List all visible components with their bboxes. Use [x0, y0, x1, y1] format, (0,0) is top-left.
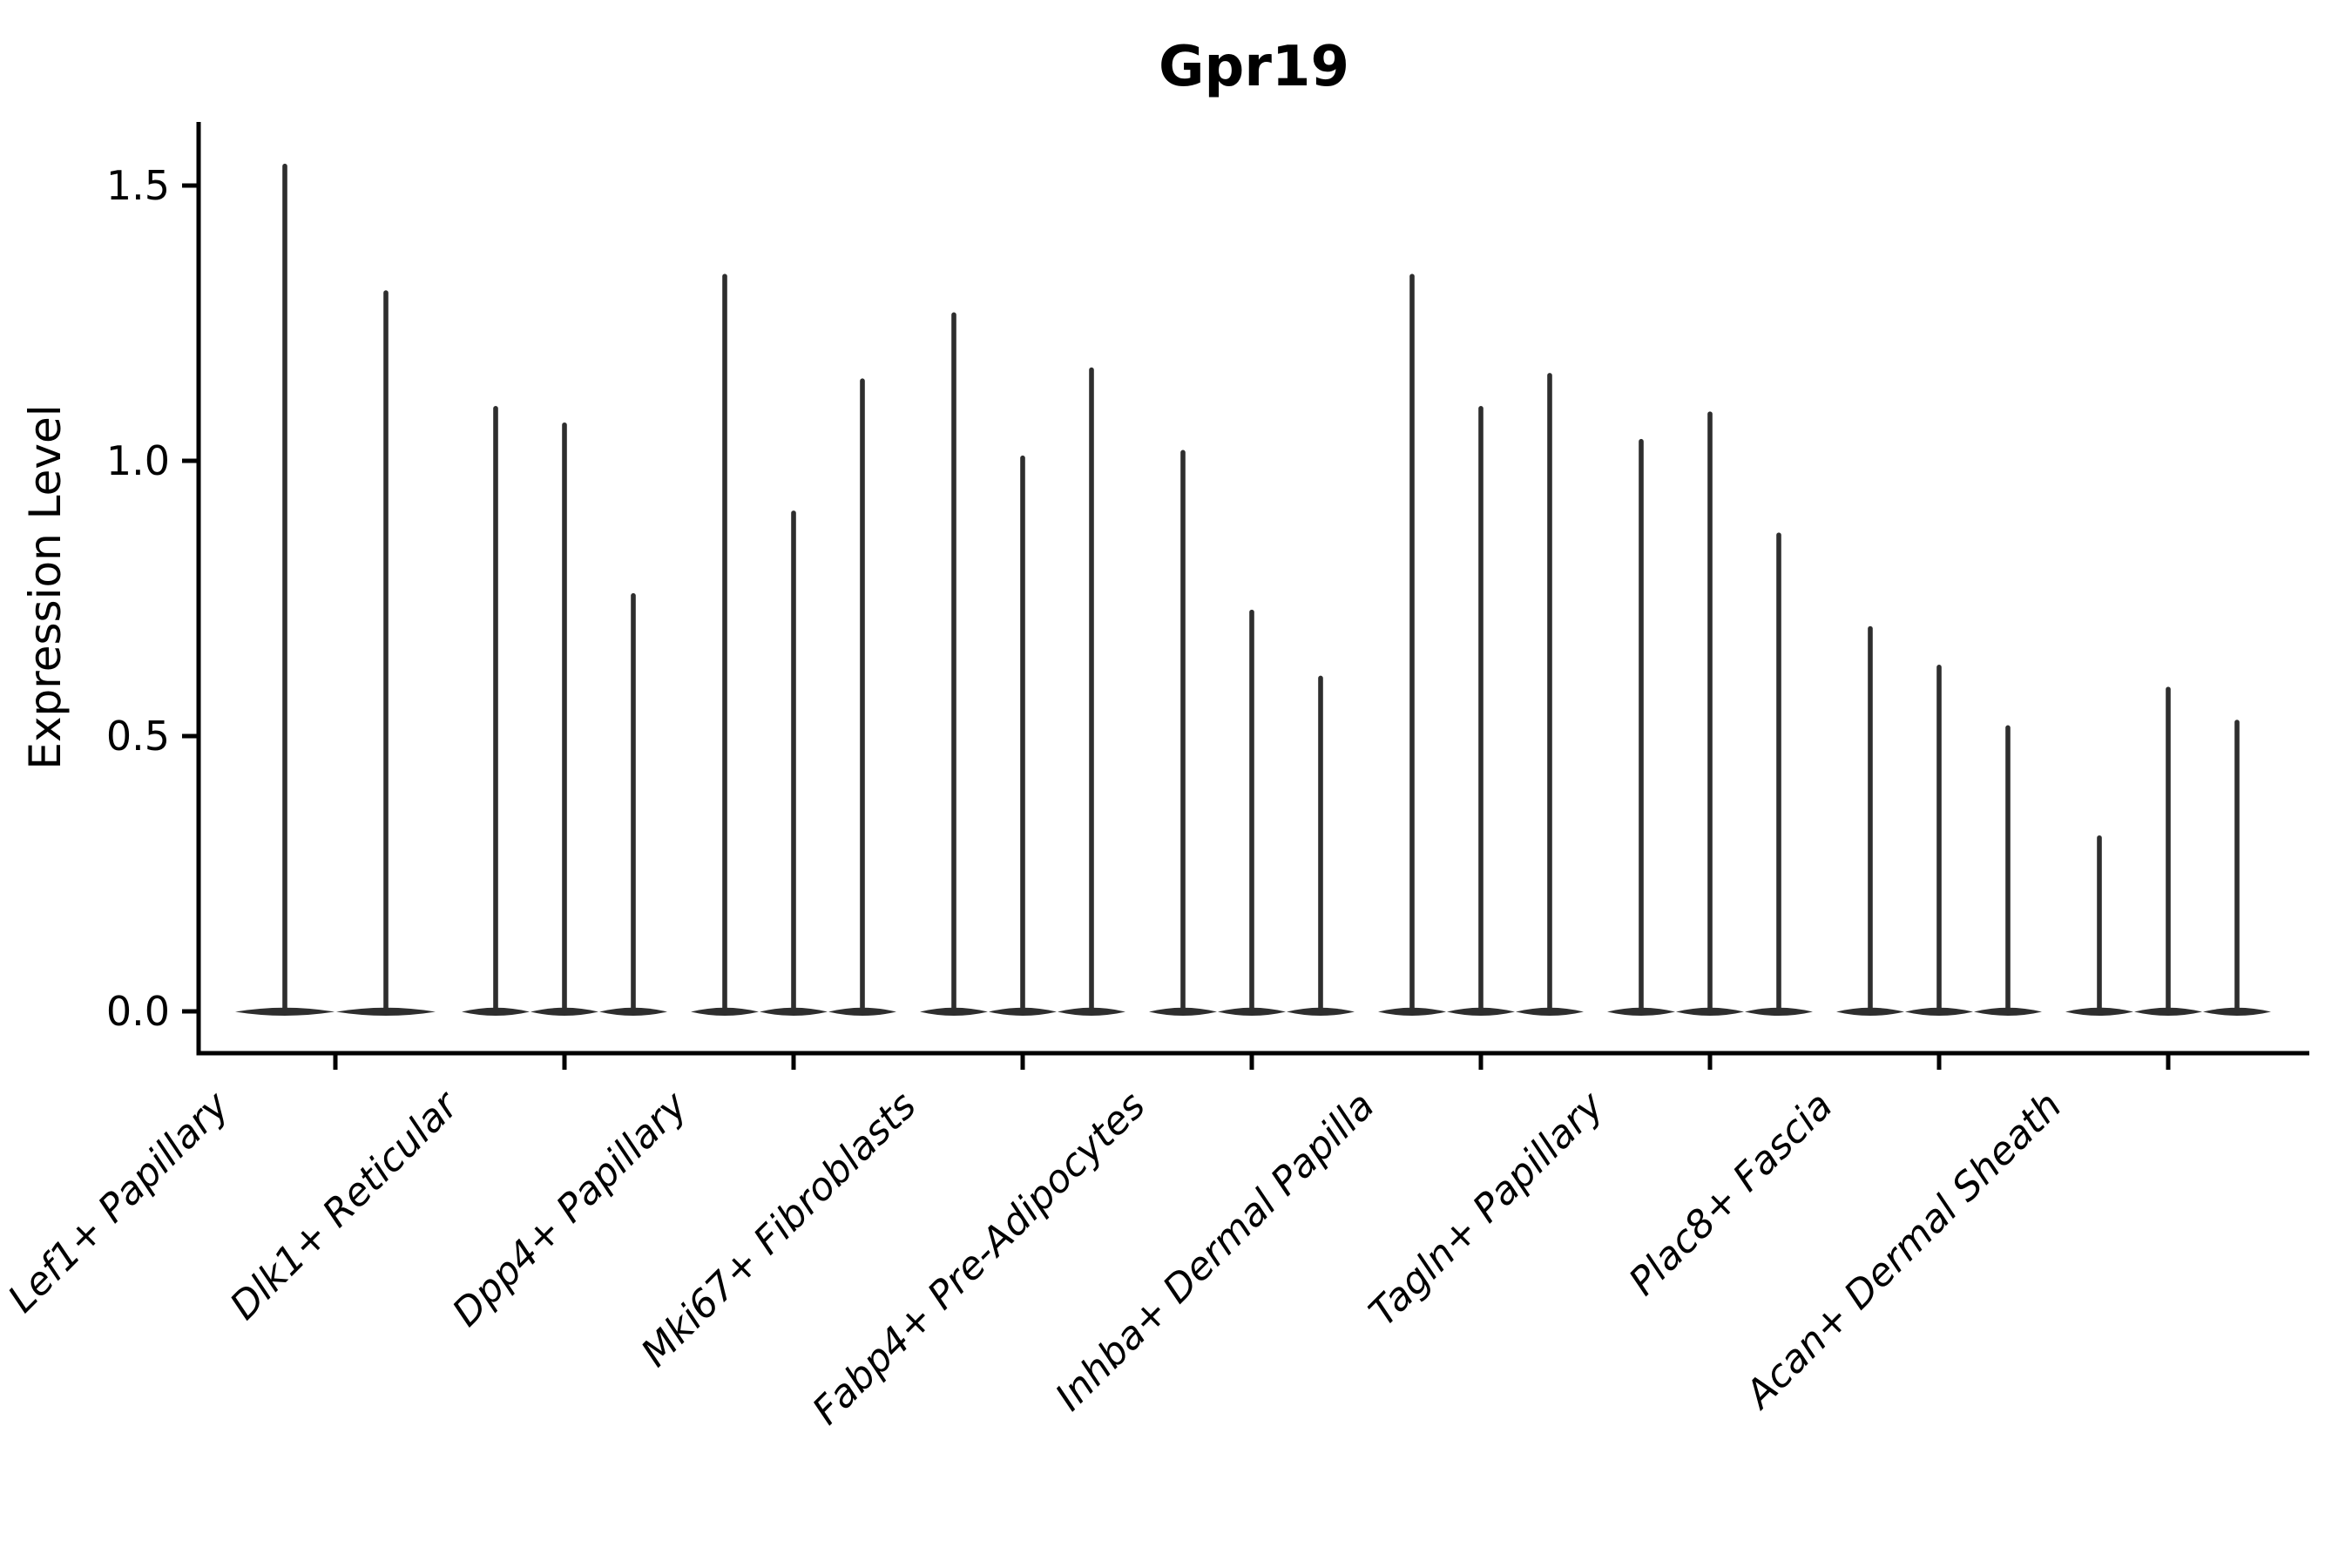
x-tick-label: Dpp4+ Papillary	[444, 1083, 697, 1335]
y-tick-label: 1.0	[106, 437, 170, 484]
violin-base	[235, 1007, 335, 1016]
x-tick-label: Plac8+ Fascia	[1620, 1084, 1841, 1304]
violin-base	[1149, 1007, 1217, 1016]
violin-group	[1836, 625, 2042, 1016]
violin-group	[1607, 411, 1813, 1016]
y-tick-label: 0.5	[106, 713, 170, 760]
violin-base	[1287, 1007, 1355, 1016]
violin-group	[462, 405, 667, 1016]
violin-base	[920, 1007, 988, 1016]
violin-base	[1378, 1007, 1446, 1016]
violin-base	[1516, 1007, 1584, 1016]
violin-group	[2065, 686, 2271, 1016]
violin-base	[691, 1007, 759, 1016]
x-tick-label: Dlk1+ Reticular	[221, 1082, 468, 1328]
violin-base	[2203, 1007, 2271, 1016]
x-tick-label: Lef1+ Papillary	[0, 1083, 238, 1321]
violin-group	[691, 274, 896, 1016]
violin-group	[235, 163, 436, 1016]
violin-base	[1676, 1007, 1744, 1016]
violin-base	[1218, 1007, 1286, 1016]
y-tick-label: 0.0	[106, 988, 170, 1035]
violin-base	[989, 1007, 1057, 1016]
violin-base	[828, 1007, 896, 1016]
violin-base	[1058, 1007, 1125, 1016]
violin-base	[1745, 1007, 1813, 1016]
violin-base	[1905, 1007, 1973, 1016]
violin-base	[336, 1007, 436, 1016]
violin-group	[1149, 449, 1355, 1016]
violin-base	[462, 1007, 530, 1016]
violin-base	[1447, 1007, 1515, 1016]
violin-base	[2065, 1007, 2133, 1016]
chart-title: Gpr19	[1159, 35, 1349, 99]
violin-base	[2134, 1007, 2202, 1016]
violin-group	[920, 312, 1125, 1016]
violin-base	[599, 1007, 667, 1016]
violin-base	[1836, 1007, 1904, 1016]
violin-base	[1607, 1007, 1675, 1016]
y-tick-label: 1.5	[106, 162, 170, 209]
violin-base	[1974, 1007, 2042, 1016]
violin-base	[531, 1007, 598, 1016]
violin-group	[1378, 274, 1584, 1016]
x-tick-label: Tagln+ Papillary	[1361, 1083, 1612, 1335]
violin-base	[760, 1007, 828, 1016]
